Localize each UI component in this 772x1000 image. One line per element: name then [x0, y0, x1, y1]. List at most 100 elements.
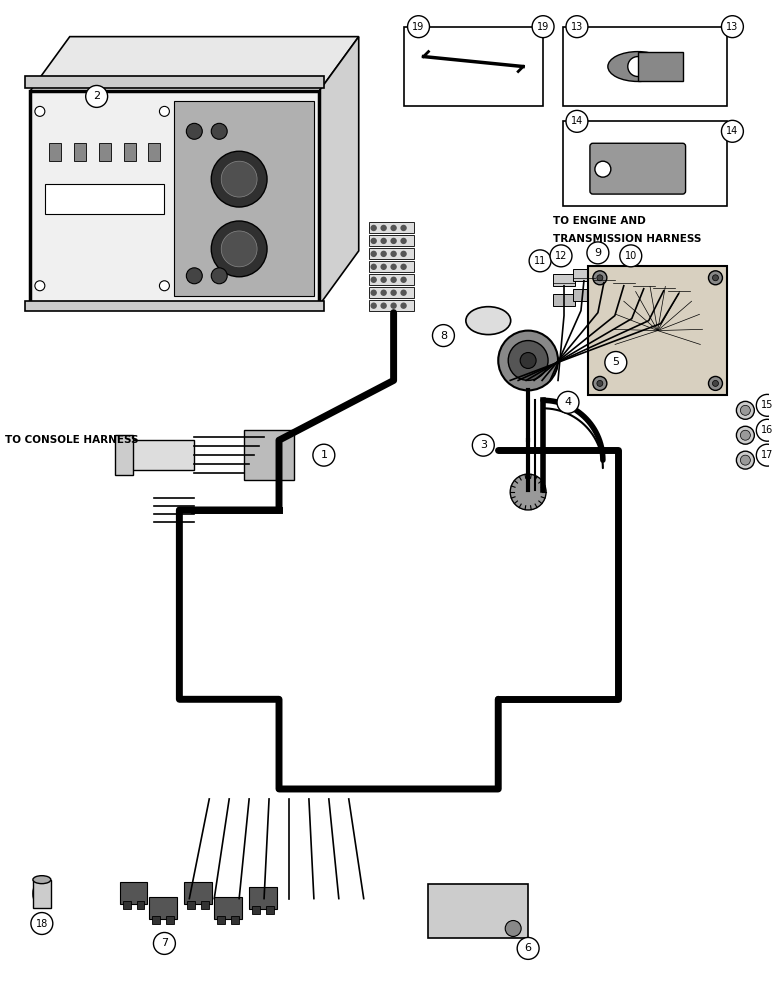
Circle shape — [597, 380, 603, 386]
Bar — [74, 143, 86, 161]
Text: TO ENGINE AND: TO ENGINE AND — [553, 216, 646, 226]
Circle shape — [508, 341, 548, 380]
Text: 13: 13 — [571, 22, 583, 32]
Bar — [404, 27, 543, 106]
Bar — [638, 52, 682, 81]
Bar — [114, 435, 133, 475]
Circle shape — [35, 281, 45, 291]
Circle shape — [401, 264, 406, 269]
Circle shape — [160, 106, 169, 116]
Bar — [553, 274, 575, 286]
Circle shape — [566, 110, 588, 132]
Bar — [573, 269, 595, 281]
Bar — [633, 297, 655, 309]
Bar — [573, 289, 595, 301]
Circle shape — [709, 271, 723, 285]
Bar — [266, 906, 274, 914]
Circle shape — [736, 401, 754, 419]
Circle shape — [371, 303, 376, 308]
Text: 15: 15 — [761, 400, 772, 410]
Text: 19: 19 — [537, 22, 549, 32]
Circle shape — [381, 238, 386, 243]
Bar — [652, 299, 675, 311]
Bar — [369, 287, 414, 298]
Ellipse shape — [608, 52, 668, 81]
Circle shape — [472, 434, 494, 456]
Circle shape — [371, 277, 376, 282]
Bar — [152, 916, 161, 924]
Polygon shape — [319, 37, 359, 306]
Circle shape — [391, 225, 396, 230]
Bar — [553, 294, 575, 306]
Bar — [613, 274, 635, 286]
Circle shape — [381, 264, 386, 269]
Polygon shape — [30, 37, 359, 91]
Circle shape — [391, 303, 396, 308]
Bar — [49, 143, 61, 161]
Bar — [249, 887, 277, 909]
Circle shape — [313, 444, 335, 466]
FancyBboxPatch shape — [590, 143, 686, 194]
Circle shape — [595, 161, 611, 177]
Text: 12: 12 — [555, 251, 567, 261]
Bar — [201, 901, 209, 909]
Text: 6: 6 — [525, 943, 532, 953]
Circle shape — [212, 268, 227, 284]
Circle shape — [371, 290, 376, 295]
Bar — [30, 91, 319, 306]
Bar — [668, 282, 689, 294]
Circle shape — [593, 271, 607, 285]
Circle shape — [597, 275, 603, 281]
Circle shape — [408, 16, 429, 38]
Bar — [25, 301, 324, 311]
Circle shape — [31, 913, 52, 934]
Bar — [148, 143, 161, 161]
Circle shape — [371, 225, 376, 230]
Circle shape — [381, 303, 386, 308]
Bar — [130, 440, 195, 470]
Bar — [120, 882, 147, 904]
Bar — [428, 884, 528, 938]
Bar — [369, 274, 414, 285]
Circle shape — [381, 277, 386, 282]
Circle shape — [391, 277, 396, 282]
Circle shape — [432, 325, 455, 347]
Circle shape — [628, 57, 648, 76]
Circle shape — [371, 264, 376, 269]
Bar — [124, 143, 136, 161]
Bar — [252, 906, 260, 914]
Bar — [123, 901, 130, 909]
Bar — [150, 897, 178, 919]
Text: 5: 5 — [612, 357, 619, 367]
Bar — [137, 901, 144, 909]
Text: 14: 14 — [571, 116, 583, 126]
Circle shape — [510, 474, 546, 510]
Text: TO CONSOLE HARNESS: TO CONSOLE HARNESS — [5, 435, 138, 445]
Bar — [369, 222, 414, 233]
Circle shape — [529, 250, 551, 272]
Text: 2: 2 — [93, 91, 100, 101]
Circle shape — [186, 123, 202, 139]
Circle shape — [222, 161, 257, 197]
Circle shape — [587, 242, 609, 264]
Bar — [174, 101, 314, 296]
Circle shape — [371, 238, 376, 243]
Text: 14: 14 — [726, 126, 739, 136]
Circle shape — [154, 932, 175, 954]
Text: 17: 17 — [761, 450, 772, 460]
Text: 8: 8 — [440, 331, 447, 341]
Circle shape — [757, 444, 772, 466]
Circle shape — [593, 376, 607, 390]
Bar — [369, 261, 414, 272]
Circle shape — [520, 353, 536, 368]
Bar — [369, 300, 414, 311]
Circle shape — [736, 451, 754, 469]
Circle shape — [736, 426, 754, 444]
Bar — [633, 277, 655, 289]
Circle shape — [709, 376, 723, 390]
Circle shape — [757, 419, 772, 441]
Bar — [369, 248, 414, 259]
Bar — [652, 279, 675, 291]
Text: 9: 9 — [594, 248, 601, 258]
Bar — [563, 121, 727, 206]
